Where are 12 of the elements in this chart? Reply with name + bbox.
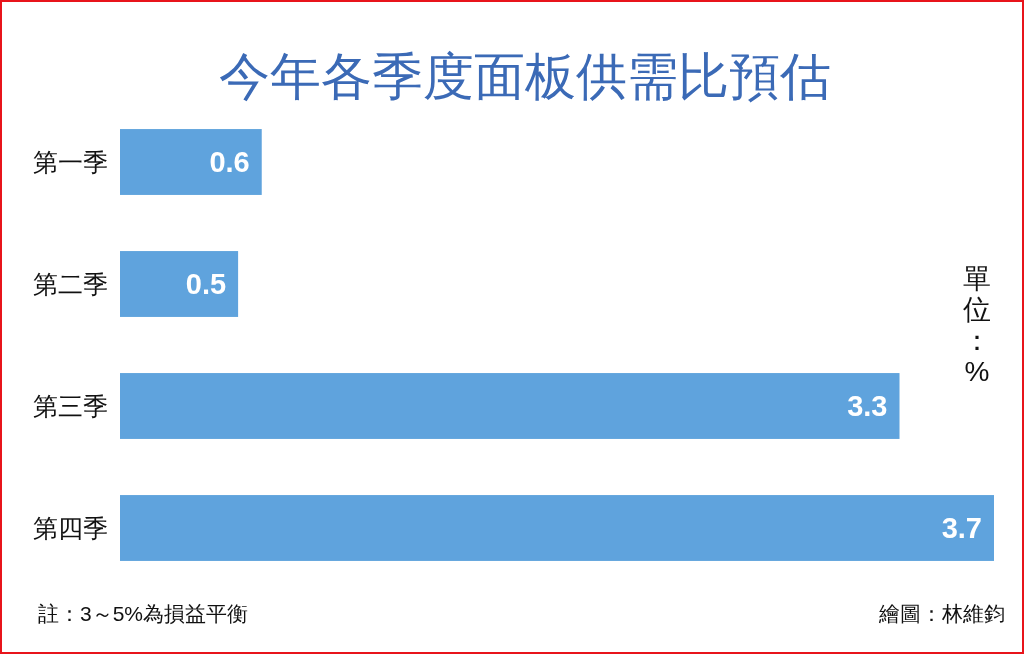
data-label: 3.3 xyxy=(847,390,888,422)
category-label: 第三季 xyxy=(33,392,108,420)
annotation: 繪圖：林維鈞 xyxy=(879,602,1005,625)
data-label: 3.7 xyxy=(941,512,982,544)
category-label: 第一季 xyxy=(33,148,108,176)
data-label: 0.6 xyxy=(209,146,250,178)
category-label: 第四季 xyxy=(33,514,108,542)
xlabel: 單位：% xyxy=(963,263,991,387)
annotation: 註：3～5%為損益平衡 xyxy=(38,602,249,625)
data-label: 0.5 xyxy=(185,268,227,300)
title: 今年各季度面板供需比預估 xyxy=(219,48,831,105)
category-label: 第二季 xyxy=(33,270,108,298)
